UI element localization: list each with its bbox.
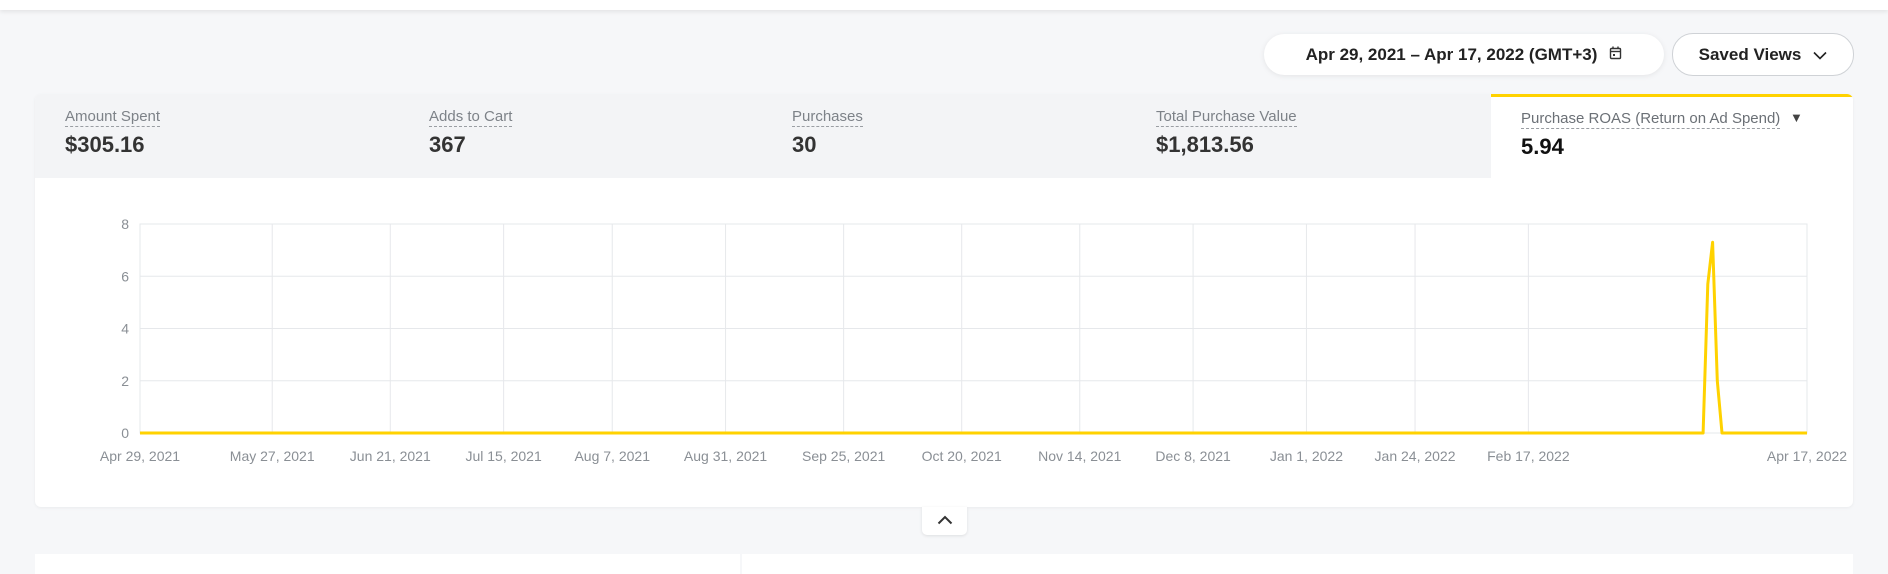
metric-label: Total Purchase Value (1156, 108, 1297, 127)
metric-tabs: Amount Spent $305.16 Adds to Cart 367 Pu… (35, 94, 1853, 178)
y-tick-label: 4 (121, 321, 129, 337)
date-range-label: Apr 29, 2021 – Apr 17, 2022 (GMT+3) (1305, 44, 1598, 64)
metric-value: 5.94 (1521, 134, 1564, 159)
y-tick-label: 8 (121, 216, 129, 232)
bottom-left-panel (35, 554, 740, 574)
metric-label: Purchase ROAS (Return on Ad Spend) (1521, 110, 1781, 129)
metric-tab-purchases[interactable]: Purchases 30 (762, 94, 1126, 178)
metric-tab-adds-to-cart[interactable]: Adds to Cart 367 (399, 94, 762, 178)
metric-value: 367 (429, 132, 466, 157)
x-tick-label: May 27, 2021 (230, 448, 315, 464)
date-range-picker[interactable]: Apr 29, 2021 – Apr 17, 2022 (GMT+3) (1264, 34, 1664, 75)
x-tick-label: Jun 21, 2021 (350, 448, 431, 464)
saved-views-dropdown[interactable]: Saved Views (1672, 33, 1854, 76)
chevron-down-icon (1813, 47, 1827, 63)
y-tick-label: 2 (121, 373, 129, 389)
calendar-icon (1609, 46, 1622, 63)
y-tick-label: 0 (121, 425, 129, 441)
x-tick-label: Nov 14, 2021 (1038, 448, 1121, 464)
x-tick-label: Apr 29, 2021 (100, 448, 180, 464)
collapse-chart-button[interactable] (922, 507, 967, 535)
top-header-bar (0, 0, 1888, 10)
metric-tab-amount-spent[interactable]: Amount Spent $305.16 (35, 94, 399, 178)
x-tick-label: Jan 24, 2022 (1375, 448, 1456, 464)
x-tick-label: Dec 8, 2021 (1155, 448, 1231, 464)
x-tick-label: Oct 20, 2021 (922, 448, 1002, 464)
bottom-right-panel (742, 554, 1853, 574)
metric-value: $305.16 (65, 132, 145, 157)
metric-label: Amount Spent (65, 108, 161, 127)
metrics-chart-card: Amount Spent $305.16 Adds to Cart 367 Pu… (35, 94, 1853, 507)
caret-down-icon[interactable]: ▼ (1790, 110, 1803, 125)
metric-tab-purchase-roas[interactable]: Purchase ROAS (Return on Ad Spend) ▼ 5.9… (1491, 94, 1853, 178)
metric-value: $1,813.56 (1156, 132, 1254, 157)
x-tick-label: Aug 7, 2021 (574, 448, 650, 464)
roas-series-line (140, 240, 1807, 435)
x-tick-label: Sep 25, 2021 (802, 448, 886, 464)
x-tick-label: Apr 17, 2022 (1767, 448, 1847, 464)
x-tick-label: Aug 31, 2021 (684, 448, 768, 464)
saved-views-label: Saved Views (1698, 44, 1802, 64)
metric-value: 30 (792, 132, 817, 157)
roas-line-chart: 0 2 4 6 8 Apr 29, 2021 May 27, 2021 Jun 21, 202… (100, 216, 1847, 464)
y-tick-label: 6 (121, 268, 129, 284)
x-tick-label: Jan 1, 2022 (1270, 448, 1343, 464)
x-tick-label: Jul 15, 2021 (465, 448, 541, 464)
metric-label: Adds to Cart (429, 108, 513, 127)
metric-label: Purchases (792, 108, 863, 127)
chevron-up-icon (937, 512, 953, 530)
metric-tab-total-purchase-value[interactable]: Total Purchase Value $1,813.56 (1126, 94, 1491, 178)
x-tick-label: Feb 17, 2022 (1487, 448, 1570, 464)
